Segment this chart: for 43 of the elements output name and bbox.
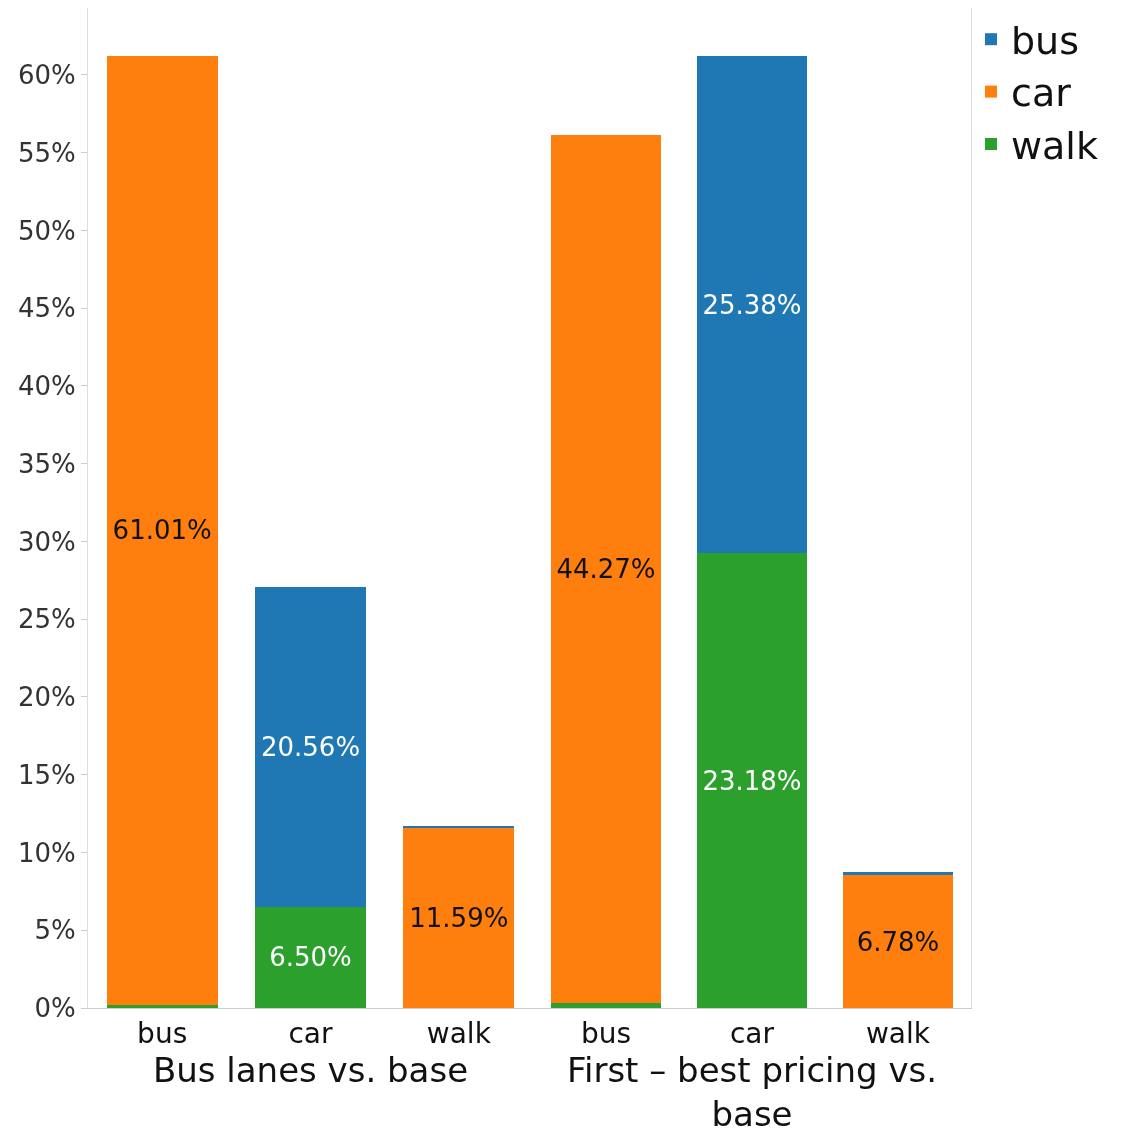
y-tick-label: 55% [18,137,76,168]
x-tick-label: car [729,1016,775,1050]
data-label: 25.38% [702,289,802,320]
data-label: 20.56% [260,732,361,763]
y-tick-label: 40% [18,371,76,402]
legend-label: walk [1011,123,1098,168]
bar [843,872,953,876]
y-tick-label: 20% [18,682,76,713]
y-tick-label: 5% [34,915,76,946]
bar [403,827,515,1008]
x-tick-label: car [288,1016,334,1050]
bar [697,55,807,554]
bar [254,906,367,1008]
data-label: 11.59% [409,902,509,933]
y-tick-label: 25% [18,604,76,635]
y-tick-label: 30% [18,526,76,557]
y-tick-label: 35% [18,448,76,479]
y-tick-label: 45% [18,293,76,324]
data-label: 61.01% [112,515,212,546]
bar [697,553,807,1008]
bar [106,1004,218,1008]
bar [551,135,661,1004]
data-label: 6.78% [856,926,940,957]
bar [843,875,953,1008]
data-label: 23.18% [702,765,802,796]
legend-label: car [1011,71,1072,116]
x-tick-label: bus [137,1016,188,1050]
y-tick-label: 15% [18,759,76,790]
y-tick-label: 0% [34,993,76,1024]
x-tick-label: walk [426,1016,492,1050]
bar [254,587,367,907]
y-tick-label: 60% [18,59,76,90]
legend-label: bus [1011,19,1080,64]
x-tick-label: walk [865,1016,931,1050]
x-tick-label: bus [580,1016,632,1050]
x-axis-title: First – best pricing vs. base [566,1049,938,1134]
bar [106,56,218,1005]
y-tick-label: 10% [18,837,76,868]
data-label: 44.27% [556,554,656,585]
bar [551,1003,661,1008]
data-label: 6.50% [269,942,352,973]
y-tick-label: 50% [18,215,76,246]
x-axis-title: Bus lanes vs. base [152,1049,469,1090]
